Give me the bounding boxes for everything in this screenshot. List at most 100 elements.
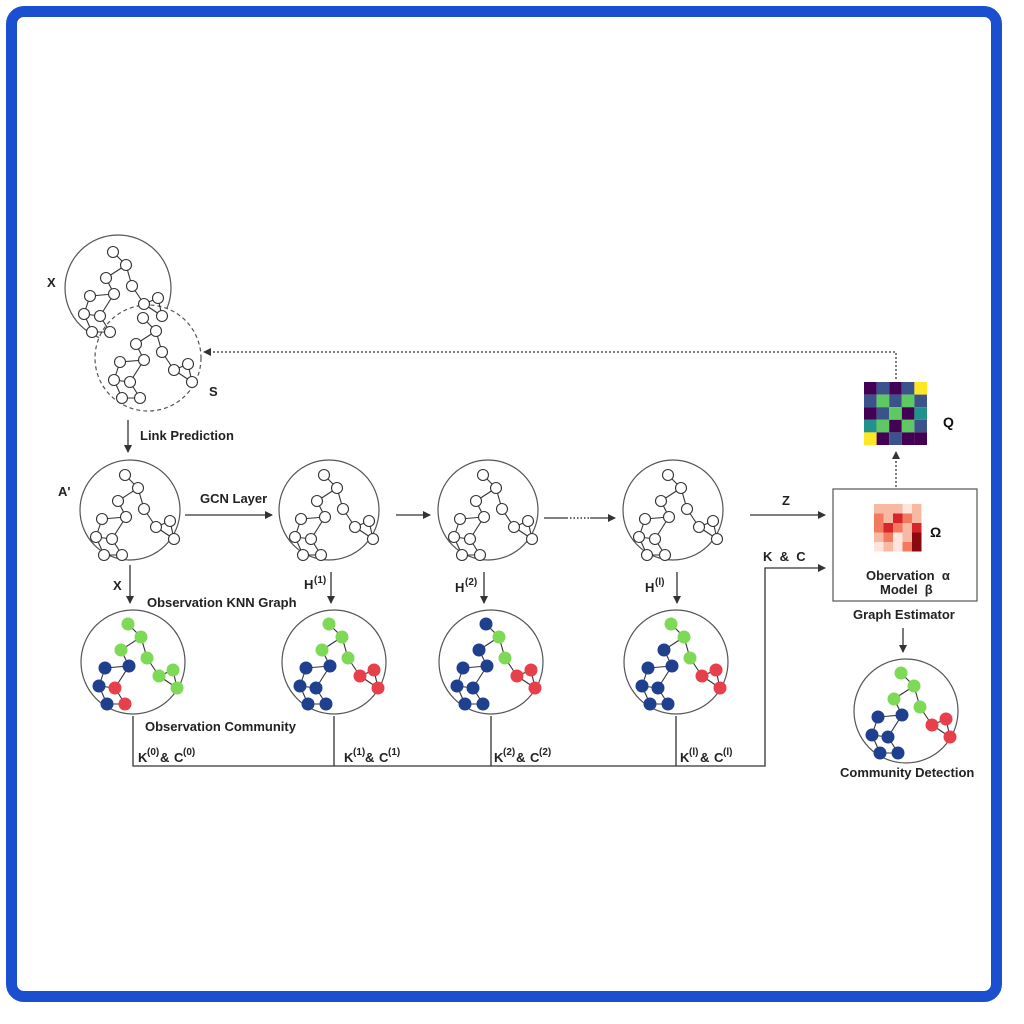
q-matrix [864,382,927,445]
q-cell [864,432,877,445]
z-label: Z [782,493,790,508]
svg-text:C: C [714,750,724,765]
omega-label: Ω [930,524,941,540]
omega-cell [874,542,884,552]
svg-text:(1): (1) [353,747,365,758]
svg-text:K: K [138,750,148,765]
svg-text:&: & [365,750,374,765]
kc-total-label: K & C [763,549,806,564]
svg-text:H: H [304,577,313,592]
omega-cell [883,542,893,552]
community-detection-title: Community Detection [840,765,974,780]
q-cell [864,394,877,408]
graph-h1 [288,468,380,562]
community-1-nodes [293,617,385,711]
omega-cell [912,513,922,523]
svg-text:H: H [455,580,464,595]
q-cell [889,432,902,445]
q-feedback-arrow [203,348,897,379]
omega-cell [902,542,912,552]
x-input-label: X [47,275,56,290]
omega-cell [883,532,893,542]
community-0-nodes [92,617,184,711]
svg-text:(0): (0) [183,747,195,758]
q-cell [864,382,877,395]
q-cell [914,419,927,433]
svg-text:(0): (0) [147,747,159,758]
q-cell [876,382,890,395]
svg-text:C: C [174,750,184,765]
q-cell [901,432,915,445]
svg-text:C: C [379,750,389,765]
q-cell [901,407,915,420]
omega-cell [902,504,912,514]
s-label: S [209,384,218,399]
graph-a-prime [89,468,181,562]
h2-label: H (2) [455,577,477,595]
a-prime-label: A' [58,484,70,499]
community-2-nodes [450,617,542,711]
svg-text:(l): (l) [723,747,732,758]
graph-x [77,245,169,339]
observation-community-title: Observation Community [145,719,297,734]
kc-1-label: K (1) & C (1) [344,747,400,765]
omega-cell [912,532,922,542]
community-l-nodes [635,617,727,711]
omega-cell [874,523,884,533]
q-cell [876,432,890,445]
omega-cell [893,513,903,523]
q-cell [889,419,902,433]
svg-text:&: & [700,750,709,765]
gcn-graph-h2 [437,459,539,561]
svg-text:C: C [530,750,540,765]
svg-text:(2): (2) [539,747,551,758]
svg-text:(1): (1) [388,747,400,758]
knn-x-label: X [113,578,122,593]
q-cell [876,419,890,433]
svg-text:(2): (2) [465,577,477,588]
link-prediction-label: Link Prediction [140,428,234,443]
q-cell [914,432,927,445]
svg-text:K: K [344,750,354,765]
q-cell [901,394,915,408]
svg-text:K: K [680,750,690,765]
graph-h2 [447,468,539,562]
omega-cell [874,532,884,542]
model-beta-label: Model β [880,582,933,597]
omega-cell [902,523,912,533]
graph-drawings [77,245,957,760]
omega-cell [893,504,903,514]
svg-text:&: & [516,750,525,765]
omega-cell [883,523,893,533]
gcn-graph-h1 [278,459,380,561]
knn-graph-title: Observation KNN Graph [147,595,297,610]
h1-label: H (1) [304,575,326,592]
q-cell [901,419,915,433]
q-cell [914,382,927,395]
graph-hl [632,468,724,562]
omega-cell [874,504,884,514]
omega-cell [874,513,884,523]
q-cell [876,407,890,420]
kc-collector-line [132,564,826,767]
omega-cell [893,523,903,533]
omega-cell [883,513,893,523]
gcn-graph-hl [622,459,724,561]
kc-0-label: K (0) & C (0) [138,747,195,765]
omega-cell [902,532,912,542]
svg-text:H: H [645,580,654,595]
graph-s [107,311,199,405]
q-cell [889,407,902,420]
omega-matrix [874,504,922,552]
q-cell [914,407,927,420]
hl-label: H (l) [645,577,664,595]
svg-text:(2): (2) [503,747,515,758]
svg-text:(l): (l) [689,747,698,758]
graph-estimator-title: Graph Estimator [853,607,955,622]
gcn-graph-a-prime [79,459,181,561]
svg-text:(l): (l) [655,577,664,588]
observation-alpha-label: Obervation α [866,568,950,583]
q-cell [876,394,890,408]
svg-text:K: K [494,750,504,765]
